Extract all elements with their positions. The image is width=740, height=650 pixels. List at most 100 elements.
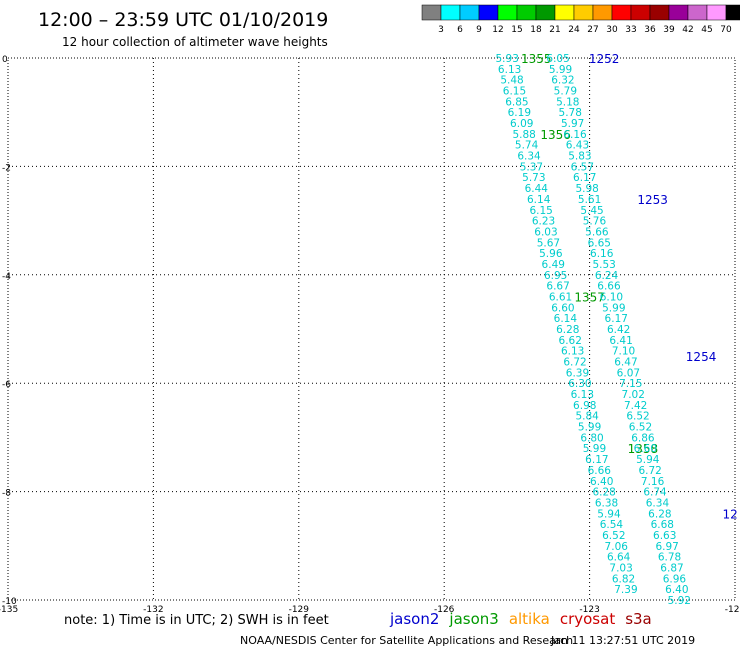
swh-value: 6.28 (592, 487, 615, 499)
swh-value: 6.14 (527, 194, 551, 206)
chart-subtitle: 12 hour collection of altimeter wave hei… (62, 35, 328, 49)
swh-value: 7.10 (612, 346, 635, 358)
colorbar-label: 30 (606, 25, 618, 35)
pass-label: 1357 (574, 290, 605, 304)
colorbar-swatch (611, 4, 632, 21)
swh-value: 6.67 (546, 281, 569, 293)
swh-value: 5.66 (585, 226, 609, 238)
swh-value: 6.87 (660, 562, 683, 574)
swh-value: 5.99 (583, 443, 606, 455)
swh-value: 6.07 (617, 367, 640, 379)
swh-value: 6.28 (556, 324, 579, 336)
colorbar-swatch (478, 4, 499, 21)
swh-value: 5.84 (575, 411, 599, 423)
swh-value: 6.52 (602, 530, 625, 542)
swh-value: 6.28 (648, 508, 671, 520)
x-tick-label: -126 (434, 605, 455, 615)
colorbar-swatch (592, 4, 613, 21)
swh-value: 6.13 (498, 64, 521, 76)
swh-value: 6.44 (525, 183, 549, 195)
swh-value: 6.17 (585, 454, 608, 466)
swh-value: 7.02 (622, 389, 645, 401)
colorbar-label: 21 (549, 25, 560, 35)
x-tick-label: -135 (0, 605, 18, 615)
legend-jason3: jason3 (448, 610, 498, 628)
data-marks: 5.936.135.486.156.856.196.095.885.746.34… (496, 52, 738, 607)
swh-value: 5.73 (522, 172, 545, 184)
swh-value: 6.78 (658, 552, 681, 564)
colorbar-swatch (687, 4, 708, 21)
swh-value: 6.30 (568, 378, 591, 390)
swh-value: 6.15 (503, 86, 526, 98)
colorbar-label: 39 (663, 25, 675, 35)
swh-value: 7.03 (609, 562, 632, 574)
x-tick-label: -132 (143, 605, 163, 615)
colorbar-swatch (725, 4, 740, 21)
swh-value: 6.17 (605, 313, 628, 325)
colorbar-swatch (668, 4, 689, 21)
swh-value: 7.15 (619, 378, 642, 390)
swh-value: 6.39 (566, 367, 589, 379)
colorbar-label: 15 (511, 25, 522, 35)
swh-value: 5.61 (578, 194, 601, 206)
colorbar-swatch (421, 4, 442, 21)
swh-value: 5.79 (554, 86, 577, 98)
swh-value: 6.40 (665, 584, 688, 596)
x-tick-label: -120 (725, 605, 740, 615)
swh-value: 6.09 (510, 118, 533, 130)
swh-value: 6.03 (534, 226, 557, 238)
swh-value: 5.99 (549, 64, 572, 76)
footer-credit: NOAA/NESDIS Center for Satellite Applica… (240, 634, 573, 647)
swh-value: 6.32 (551, 75, 574, 87)
pass-label: 1253 (637, 193, 668, 207)
swh-value: 5.99 (578, 422, 601, 434)
colorbar-swatch (706, 4, 727, 21)
swh-value: 6.10 (600, 291, 623, 303)
colorbar-label: 9 (476, 25, 482, 35)
plot-frame (7, 57, 736, 601)
colorbar-label: 36 (644, 25, 656, 35)
pass-label: 12 (723, 507, 738, 521)
swh-value: 6.43 (566, 140, 589, 152)
legend-jason2: jason2 (389, 610, 439, 628)
swh-value: 5.94 (636, 454, 660, 466)
swh-value: 5.92 (668, 595, 691, 607)
swh-value: 6.98 (573, 400, 596, 412)
swh-value: 5.99 (602, 302, 625, 314)
footer-note: note: 1) Time is in UTC; 2) SWH is in fe… (64, 613, 329, 628)
swh-value: 6.52 (626, 411, 649, 423)
colorbar-label: 18 (530, 25, 542, 35)
colorbar-swatch (440, 4, 461, 21)
swh-value: 6.13 (571, 389, 594, 401)
swh-value: 6.13 (561, 346, 584, 358)
colorbar-label: 27 (587, 25, 598, 35)
swh-value: 6.34 (517, 151, 541, 163)
swh-value: 6.23 (532, 216, 555, 228)
swh-value: 6.85 (505, 96, 528, 108)
swh-value: 6.54 (600, 519, 624, 531)
legend-altika: altika (509, 610, 550, 628)
swh-value: 5.88 (512, 129, 535, 141)
colorbar-swatch (459, 4, 480, 21)
swh-value: 6.57 (571, 161, 594, 173)
colorbar-swatch (630, 4, 651, 21)
swh-value: 6.72 (638, 465, 661, 477)
y-tick-label: -4 (2, 272, 11, 282)
swh-value: 5.98 (575, 183, 598, 195)
swh-value: 5.97 (561, 118, 584, 130)
swh-value: 5.83 (568, 151, 591, 163)
swh-value: 6.41 (609, 335, 632, 347)
swh-value: 6.15 (529, 205, 552, 217)
swh-value: 6.49 (542, 259, 565, 271)
swh-value: 6.16 (563, 129, 587, 141)
y-tick-labels: 0 -2 -4 -6 -8 -10 (2, 55, 17, 607)
swh-value: 6.16 (590, 248, 614, 260)
colorbar-swatch (649, 4, 670, 21)
swh-value: 6.63 (653, 530, 676, 542)
colorbar-label: 33 (625, 25, 636, 35)
colorbar-label: 12 (492, 25, 503, 35)
swh-value: 5.93 (496, 53, 519, 65)
swh-value: 6.62 (559, 335, 582, 347)
swh-value: 6.72 (563, 357, 586, 369)
